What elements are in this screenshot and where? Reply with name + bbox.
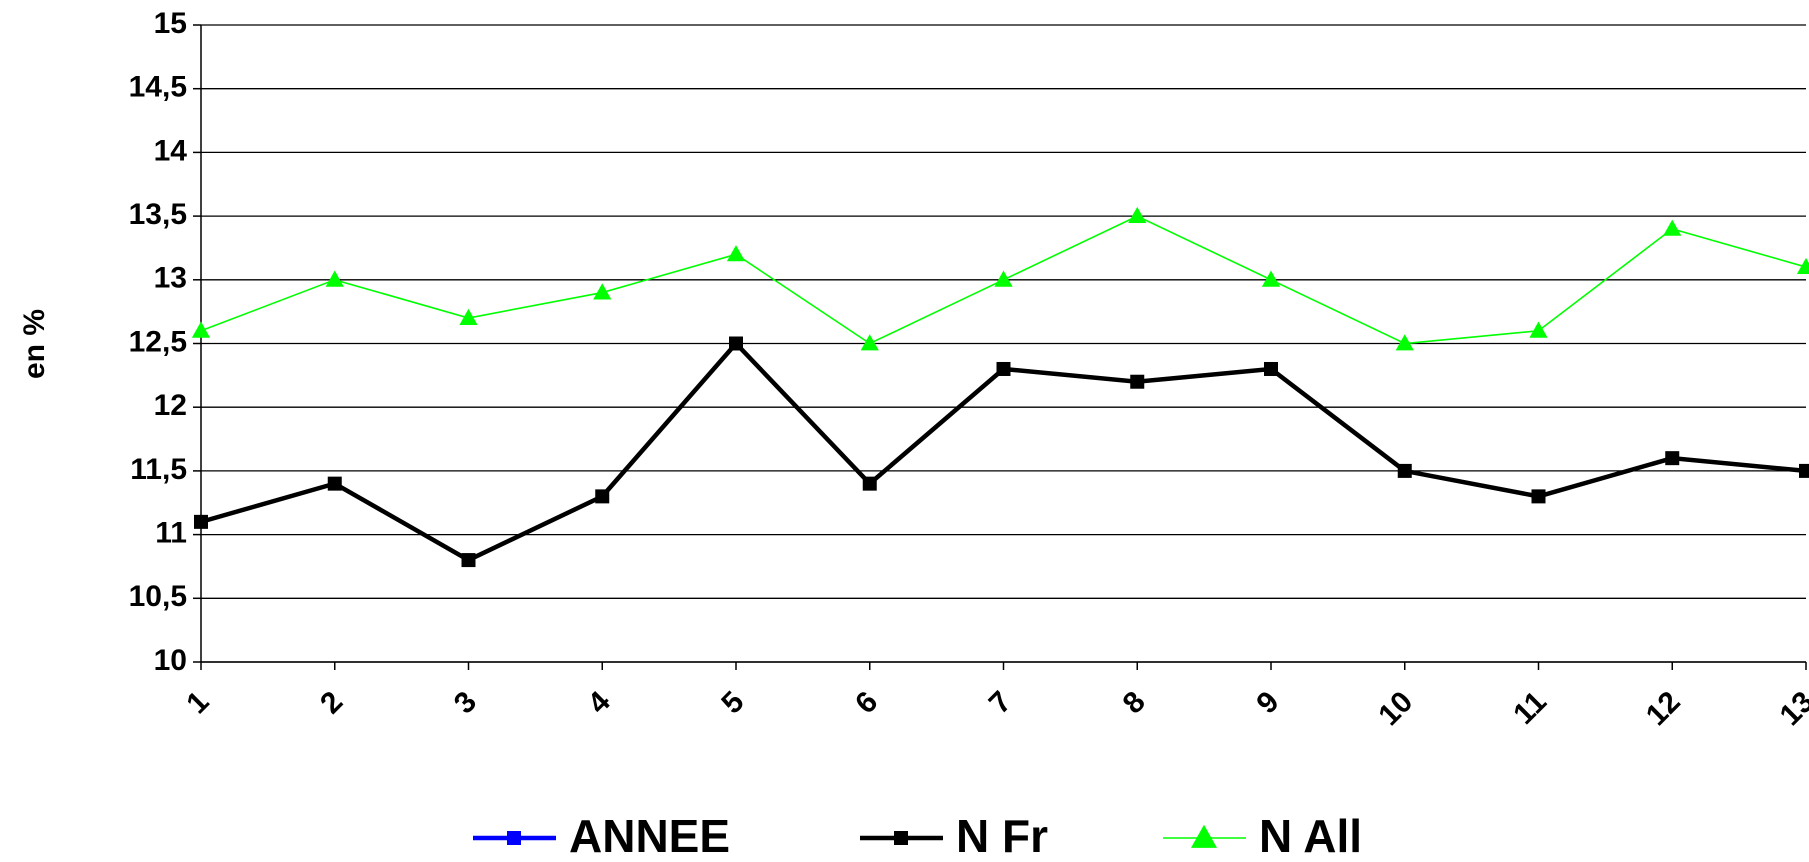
point-marker bbox=[862, 476, 877, 491]
y-tick-label: 10 bbox=[154, 644, 187, 677]
point-marker bbox=[1395, 334, 1414, 351]
x-tick-label: 12 bbox=[1640, 685, 1687, 732]
y-tick-label: 15 bbox=[154, 7, 187, 40]
point-marker bbox=[996, 361, 1011, 376]
point-marker bbox=[1796, 257, 1809, 274]
point-marker bbox=[1264, 361, 1278, 376]
x-tick-label: 2 bbox=[314, 685, 349, 720]
point-marker bbox=[595, 489, 610, 504]
x-tick-label: 9 bbox=[1250, 685, 1285, 720]
y-tick-label: 12,5 bbox=[129, 325, 187, 358]
point-marker bbox=[325, 270, 344, 287]
legend-label: ANNEE bbox=[569, 810, 730, 862]
point-marker bbox=[507, 831, 521, 845]
point-marker bbox=[1663, 219, 1682, 236]
series-line bbox=[200, 340, 1807, 563]
y-tick-label: 11,5 bbox=[130, 453, 187, 486]
point-marker bbox=[894, 831, 908, 845]
y-tick-label: 13,5 bbox=[129, 198, 187, 231]
point-marker bbox=[461, 553, 476, 568]
legend-label: N Fr bbox=[956, 810, 1048, 862]
point-marker bbox=[1665, 451, 1680, 466]
point-marker bbox=[1130, 374, 1145, 389]
point-marker bbox=[194, 514, 208, 529]
y-tick-label: 12 bbox=[154, 389, 187, 422]
y-tick-label: 14 bbox=[154, 134, 188, 167]
point-marker bbox=[593, 283, 612, 300]
point-marker bbox=[994, 270, 1013, 287]
y-tick-label: 13 bbox=[154, 262, 187, 295]
y-tick-label: 10,5 bbox=[129, 580, 187, 613]
x-tick-label: 13 bbox=[1774, 685, 1809, 732]
x-tick-label: 1 bbox=[180, 685, 215, 720]
point-marker bbox=[1799, 463, 1809, 478]
point-marker bbox=[1397, 463, 1412, 478]
x-tick-label: 4 bbox=[582, 685, 617, 720]
x-tick-label: 11 bbox=[1507, 685, 1553, 731]
x-tick-label: 3 bbox=[448, 685, 483, 720]
x-tick-label: 8 bbox=[1117, 685, 1152, 720]
legend-label: N All bbox=[1259, 810, 1362, 862]
point-marker bbox=[191, 321, 211, 338]
point-marker bbox=[1191, 824, 1217, 848]
x-tick-label: 6 bbox=[849, 685, 884, 720]
point-marker bbox=[1529, 321, 1548, 338]
point-marker bbox=[729, 336, 743, 351]
point-marker bbox=[459, 308, 478, 325]
point-marker bbox=[1128, 206, 1147, 224]
point-marker bbox=[860, 334, 879, 351]
point-marker bbox=[1531, 489, 1546, 504]
point-marker bbox=[327, 476, 342, 491]
x-tick-label: 7 bbox=[983, 685, 1018, 720]
y-axis-label: en % bbox=[18, 309, 51, 379]
y-tick-label: 11 bbox=[155, 517, 187, 550]
y-tick-label: 14,5 bbox=[129, 71, 187, 104]
x-tick-label: 10 bbox=[1372, 685, 1419, 732]
point-marker bbox=[1261, 270, 1281, 287]
x-tick-label: 5 bbox=[715, 685, 750, 720]
point-marker bbox=[726, 245, 746, 262]
